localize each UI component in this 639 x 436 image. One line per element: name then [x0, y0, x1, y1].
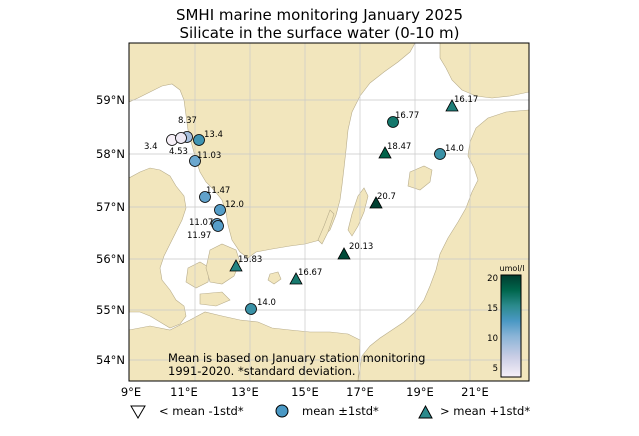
station-marker-circle [214, 204, 226, 216]
station-value-label: 18.47 [387, 142, 411, 152]
x-tick-15e: 15°E [291, 385, 319, 399]
x-tick-labels: 9°E 11°E 13°E 15°E 17°E 19°E 21°E [121, 385, 489, 399]
station-value-label: 11.47 [206, 186, 230, 196]
station-value-label: 13.4 [204, 130, 223, 140]
legend-below-label: < mean -1std* [159, 404, 244, 418]
land-funen [185, 261, 211, 289]
station-value-label: 4.53 [169, 147, 188, 157]
station-marker-triangle [378, 146, 392, 159]
x-tick-11e: 11°E [170, 385, 198, 399]
x-tick-9e: 9°E [121, 385, 141, 399]
station-marker-circle [212, 220, 224, 232]
x-tick-21e: 21°E [461, 385, 489, 399]
station-marker-circle [193, 134, 205, 146]
station-value-label: 11.97 [187, 231, 211, 241]
y-tick-59n: 59°N [96, 93, 125, 107]
map-frame [128, 42, 530, 382]
legend: < mean -1std* mean ±1std* > mean +1std* [0, 398, 639, 428]
station-markers: 8.37 13.4 3.4 4.53 11.03 11.47 12.0 11.07 11.97 1… [144, 95, 478, 315]
station-marker-circle [189, 155, 201, 167]
graticule [129, 43, 529, 381]
y-tick-56n: 56°N [96, 252, 125, 266]
x-tick-17e: 17°E [346, 385, 374, 399]
station-value-label: 8.37 [178, 116, 197, 126]
legend-within-label: mean ±1std* [302, 404, 379, 418]
land-zealand [205, 243, 241, 285]
colorbar-tick-20: 20 [487, 274, 498, 284]
station-value-label: 12.0 [225, 200, 244, 210]
station-value-label: 14.0 [445, 144, 464, 154]
station-value-label: 16.67 [298, 268, 322, 278]
legend-below-icon [130, 405, 146, 419]
station-value-label: 15.83 [238, 255, 262, 265]
y-tick-labels: 59°N 58°N 57°N 56°N 55°N 54°N [96, 93, 125, 367]
station-marker-circle [175, 132, 187, 144]
land-lolland [199, 291, 231, 307]
station-marker-circle [434, 148, 446, 160]
land-germany-poland [129, 311, 361, 381]
title-line-1: SMHI marine monitoring January 2025 [175, 6, 464, 24]
colorbar-tick-10: 10 [487, 334, 498, 344]
x-tick-13e: 13°E [231, 385, 259, 399]
land-saaremaa [407, 165, 433, 191]
station-value-label: 16.17 [454, 95, 478, 105]
land-layer [129, 43, 529, 381]
legend-above-label: > mean +1std* [440, 404, 531, 418]
legend-within-icon [275, 404, 289, 418]
colorbar-gradient [500, 274, 522, 378]
land-scandinavia [129, 43, 416, 259]
station-marker-circle [199, 191, 211, 203]
legend-above-icon [418, 404, 433, 419]
station-value-label: 20.7 [377, 192, 396, 202]
station-value-label: 11.07 [189, 218, 213, 228]
land-oland [317, 209, 335, 245]
colorbar-tick-15: 15 [487, 304, 498, 314]
station-value-label: 11.03 [197, 151, 221, 161]
title-line-2: Silicate in the surface water (0-10 m) [179, 24, 460, 42]
y-tick-57n: 57°N [96, 200, 125, 214]
station-marker-triangle [229, 259, 243, 272]
mean-note: Mean is based on January station monitor… [168, 351, 425, 378]
station-value-label: 16.77 [395, 111, 419, 121]
station-marker-triangle [369, 196, 383, 209]
note-line-1: Mean is based on January station monitor… [168, 351, 425, 365]
y-tick-58n: 58°N [96, 147, 125, 161]
station-marker-triangle [337, 247, 351, 260]
station-marker-triangle [445, 99, 459, 112]
note-line-2: 1991-2020. *standard deviation. [168, 364, 356, 378]
map-title: SMHI marine monitoring January 2025 Sili… [0, 6, 639, 42]
colorbar-tick-5: 5 [493, 364, 498, 374]
y-tick-54n: 54°N [96, 353, 125, 367]
land-gotland [347, 187, 369, 237]
station-marker-circle [245, 303, 257, 315]
land-bornholm [267, 271, 282, 285]
y-tick-55n: 55°N [96, 303, 125, 317]
land-finland [439, 43, 529, 99]
station-value-label: 20.13 [349, 242, 373, 252]
station-value-label: 3.4 [144, 142, 158, 152]
colorbar: umol/l 20 15 10 5 [487, 264, 525, 378]
station-value-label: 14.0 [257, 298, 276, 308]
station-marker-triangle [289, 272, 303, 285]
baltic-map: 9°E 11°E 13°E 15°E 17°E 19°E 21°E 59°N 5… [96, 42, 530, 399]
x-tick-19e: 19°E [406, 385, 434, 399]
land-denmark [129, 167, 187, 329]
station-marker-circle [387, 116, 399, 128]
colorbar-unit: umol/l [500, 264, 525, 273]
